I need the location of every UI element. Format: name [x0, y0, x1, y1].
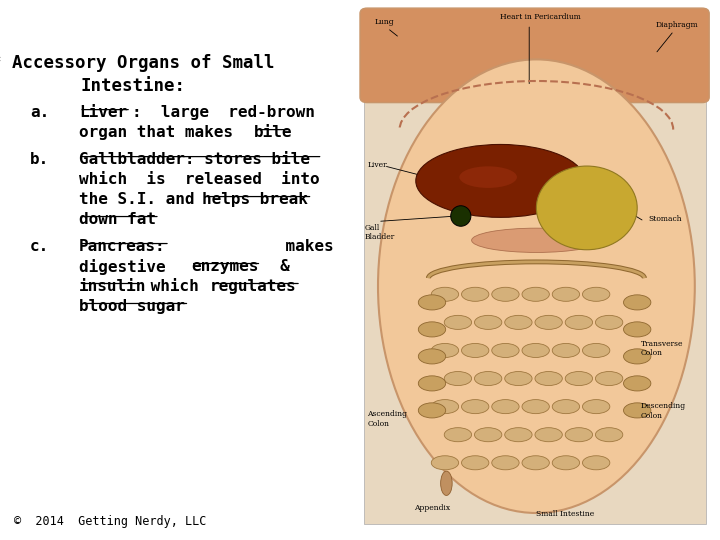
Ellipse shape: [552, 400, 580, 414]
Ellipse shape: [552, 343, 580, 357]
Ellipse shape: [582, 400, 610, 414]
Ellipse shape: [624, 295, 651, 310]
Text: a.: a.: [30, 105, 50, 120]
Text: Diaphragm: Diaphragm: [655, 21, 698, 29]
Ellipse shape: [462, 287, 489, 301]
Ellipse shape: [431, 343, 459, 357]
Ellipse shape: [444, 428, 472, 442]
Ellipse shape: [441, 471, 452, 496]
Text: :  large  red-brown: : large red-brown: [132, 105, 315, 120]
Ellipse shape: [522, 343, 549, 357]
Ellipse shape: [624, 322, 651, 337]
Ellipse shape: [505, 372, 532, 386]
Ellipse shape: [492, 456, 519, 470]
Ellipse shape: [565, 428, 593, 442]
FancyBboxPatch shape: [360, 8, 709, 103]
Text: makes: makes: [170, 239, 333, 254]
Ellipse shape: [462, 456, 489, 470]
Text: Small Intestine: Small Intestine: [536, 510, 595, 518]
Text: Gall
Bladder: Gall Bladder: [365, 224, 395, 241]
Text: Ascending
Colon: Ascending Colon: [367, 410, 408, 428]
Text: digestive: digestive: [79, 259, 194, 275]
Ellipse shape: [595, 315, 623, 329]
Text: &: &: [261, 259, 290, 274]
Text: Liver: Liver: [79, 105, 127, 120]
Ellipse shape: [595, 428, 623, 442]
Ellipse shape: [536, 166, 637, 249]
Ellipse shape: [472, 228, 601, 252]
Ellipse shape: [505, 315, 532, 329]
Ellipse shape: [582, 287, 610, 301]
Ellipse shape: [459, 166, 517, 188]
Ellipse shape: [431, 456, 459, 470]
FancyBboxPatch shape: [364, 11, 706, 524]
Ellipse shape: [565, 315, 593, 329]
Ellipse shape: [474, 428, 502, 442]
Ellipse shape: [565, 372, 593, 386]
Text: Heart in Pericardium: Heart in Pericardium: [500, 13, 581, 21]
Ellipse shape: [505, 428, 532, 442]
Ellipse shape: [535, 428, 562, 442]
Text: Descending
Colon: Descending Colon: [641, 402, 686, 420]
Ellipse shape: [582, 456, 610, 470]
Text: bile: bile: [254, 125, 292, 140]
Ellipse shape: [416, 144, 585, 217]
Ellipse shape: [624, 349, 651, 364]
Text: regulates: regulates: [210, 279, 297, 294]
Text: down fat: down fat: [79, 212, 156, 227]
Text: Liver: Liver: [367, 161, 387, 170]
Ellipse shape: [418, 322, 446, 337]
Text: which  is  released  into: which is released into: [79, 172, 320, 187]
Ellipse shape: [462, 343, 489, 357]
Ellipse shape: [444, 372, 472, 386]
Text: Lung: Lung: [374, 18, 394, 26]
Ellipse shape: [492, 287, 519, 301]
Text: Pancreas:: Pancreas:: [79, 239, 166, 254]
Text: helps break: helps break: [202, 192, 308, 207]
Text: Transverse
Colon: Transverse Colon: [641, 340, 683, 357]
Text: ©  2014  Getting Nerdy, LLC: © 2014 Getting Nerdy, LLC: [14, 515, 207, 528]
Ellipse shape: [492, 343, 519, 357]
Ellipse shape: [418, 349, 446, 364]
Ellipse shape: [418, 376, 446, 391]
Text: c.: c.: [30, 239, 50, 254]
Text: enzymes: enzymes: [191, 259, 258, 274]
Ellipse shape: [418, 403, 446, 418]
Text: * Accessory Organs of Small: * Accessory Organs of Small: [0, 54, 275, 72]
Ellipse shape: [535, 372, 562, 386]
Ellipse shape: [535, 315, 562, 329]
Ellipse shape: [624, 376, 651, 391]
Ellipse shape: [624, 403, 651, 418]
Ellipse shape: [451, 206, 471, 226]
Ellipse shape: [522, 287, 549, 301]
Text: which: which: [141, 279, 209, 294]
Ellipse shape: [431, 400, 459, 414]
Ellipse shape: [474, 372, 502, 386]
Ellipse shape: [595, 372, 623, 386]
Ellipse shape: [522, 400, 549, 414]
Text: Gallbladder: stores bile: Gallbladder: stores bile: [79, 152, 310, 167]
Ellipse shape: [474, 315, 502, 329]
Ellipse shape: [552, 456, 580, 470]
Text: Appendix: Appendix: [414, 504, 450, 512]
Text: insulin: insulin: [79, 279, 147, 294]
Ellipse shape: [582, 343, 610, 357]
Text: Intestine:: Intestine:: [81, 77, 186, 94]
Ellipse shape: [431, 287, 459, 301]
Ellipse shape: [418, 295, 446, 310]
Ellipse shape: [444, 315, 472, 329]
Text: blood sugar: blood sugar: [79, 299, 185, 314]
Ellipse shape: [492, 400, 519, 414]
Ellipse shape: [522, 456, 549, 470]
Ellipse shape: [462, 400, 489, 414]
Ellipse shape: [552, 287, 580, 301]
Ellipse shape: [378, 59, 695, 513]
Text: organ that makes: organ that makes: [79, 125, 243, 140]
Text: b.: b.: [30, 152, 50, 167]
Text: Stomach: Stomach: [648, 215, 682, 224]
Text: the S.I. and: the S.I. and: [79, 192, 204, 207]
